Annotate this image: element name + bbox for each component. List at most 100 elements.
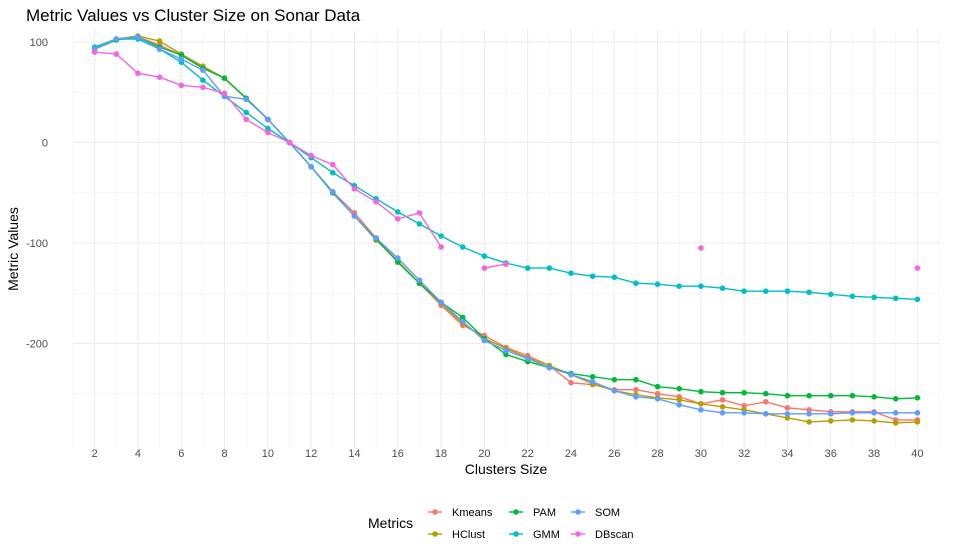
data-point-gmm xyxy=(524,265,531,271)
x-tick-label: 22 xyxy=(522,448,534,460)
data-point-som xyxy=(351,213,358,219)
data-point-kmeans xyxy=(784,405,791,411)
x-tick-label: 38 xyxy=(868,448,880,460)
data-point-som xyxy=(914,410,921,416)
x-tick-label: 8 xyxy=(221,448,227,460)
data-point-dbscan xyxy=(395,216,401,222)
data-point-hclust xyxy=(892,420,899,426)
data-point-kmeans xyxy=(806,407,812,413)
legend-item-dbscan: DBscan xyxy=(571,529,634,541)
data-point-gmm xyxy=(459,244,466,250)
data-point-kmeans xyxy=(633,386,639,393)
data-point-som xyxy=(459,318,466,325)
data-point-som xyxy=(763,411,769,417)
x-tick-label: 40 xyxy=(911,448,923,460)
data-point-som xyxy=(156,46,163,52)
x-tick-label: 36 xyxy=(825,448,837,460)
data-point-hclust xyxy=(806,419,812,425)
data-point-hclust xyxy=(676,397,682,403)
data-point-pam xyxy=(784,392,791,399)
data-point-pam xyxy=(871,394,877,400)
data-point-hclust xyxy=(914,419,921,425)
data-point-pam xyxy=(611,376,618,383)
data-point-som xyxy=(698,407,704,413)
data-point-som xyxy=(416,277,423,284)
legend-label: PAM xyxy=(533,507,556,519)
data-point-gmm xyxy=(719,285,726,292)
x-tick-label: 26 xyxy=(608,448,620,460)
y-tick-labels: -200 -100 0 100 xyxy=(26,37,48,350)
data-point-dbscan xyxy=(91,49,98,55)
data-point-som xyxy=(654,396,661,402)
data-point-pam xyxy=(178,52,185,58)
chart-title: Metric Values vs Cluster Size on Sonar D… xyxy=(26,6,361,25)
data-point-som xyxy=(481,337,488,344)
legend-key-point xyxy=(513,509,519,515)
data-point-gmm xyxy=(849,293,856,300)
x-tick-label: 30 xyxy=(695,448,707,460)
legend-title: Metrics xyxy=(368,515,413,531)
x-tick-label: 20 xyxy=(478,448,490,460)
data-point-pam xyxy=(654,383,661,390)
data-point-som xyxy=(719,410,726,416)
data-point-gmm xyxy=(676,283,682,290)
data-point-gmm xyxy=(654,281,661,288)
data-point-dbscan xyxy=(698,245,704,251)
data-point-dbscan xyxy=(308,152,314,159)
legend-label: Kmeans xyxy=(452,507,493,519)
x-axis-title: Clusters Size xyxy=(465,461,548,477)
data-point-gmm xyxy=(633,280,639,287)
data-point-gmm xyxy=(698,283,704,290)
data-point-dbscan xyxy=(416,210,423,216)
data-point-kmeans xyxy=(719,397,726,403)
data-point-dbscan xyxy=(503,261,509,267)
legend-key-point xyxy=(513,531,519,537)
data-point-gmm xyxy=(741,288,747,295)
data-point-dbscan xyxy=(438,244,444,250)
legend-label: GMM xyxy=(533,529,560,541)
data-point-som xyxy=(178,56,185,62)
data-point-gmm xyxy=(330,169,336,176)
data-point-pam xyxy=(741,389,747,396)
data-point-som xyxy=(611,387,618,394)
data-point-som xyxy=(741,410,747,416)
data-point-dbscan xyxy=(286,139,293,146)
data-point-som xyxy=(200,67,206,73)
data-point-som xyxy=(243,96,249,103)
x-tick-label: 24 xyxy=(565,448,577,460)
x-tick-label: 28 xyxy=(651,448,663,460)
legend-key-point xyxy=(575,509,581,515)
data-point-gmm xyxy=(784,288,791,295)
y-tick-label: -100 xyxy=(26,238,48,250)
x-tick-labels: 2 4 6 8 10 12 14 16 18 20 22 24 26 28 30 32 34 36 38 40 xyxy=(92,448,924,460)
data-point-gmm xyxy=(395,209,401,215)
data-point-gmm xyxy=(416,221,423,227)
data-point-som xyxy=(395,255,401,261)
legend-item-som: SOM xyxy=(571,507,620,519)
x-tick-label: 16 xyxy=(392,448,404,460)
x-tick-label: 34 xyxy=(781,448,793,460)
data-point-som xyxy=(871,410,877,416)
data-point-dbscan xyxy=(481,265,488,271)
data-point-pam xyxy=(828,392,834,399)
x-tick-label: 12 xyxy=(305,448,317,460)
y-tick-label: -200 xyxy=(26,338,48,350)
data-point-gmm xyxy=(828,291,834,298)
x-tick-label: 4 xyxy=(135,448,141,460)
data-point-hclust xyxy=(849,417,856,423)
data-point-som xyxy=(438,299,444,306)
data-point-hclust xyxy=(828,418,834,424)
legend-label: SOM xyxy=(595,507,620,519)
x-tick-label: 2 xyxy=(92,448,98,460)
data-point-pam xyxy=(849,392,856,399)
data-point-kmeans xyxy=(763,399,769,405)
y-axis-title: Metric Values xyxy=(5,207,21,291)
data-point-kmeans xyxy=(568,379,574,386)
data-point-som xyxy=(113,36,120,42)
data-point-gmm xyxy=(200,77,206,83)
data-point-gmm xyxy=(892,295,899,302)
data-point-som xyxy=(503,347,509,354)
data-point-pam xyxy=(892,396,899,402)
x-tick-label: 14 xyxy=(348,448,360,460)
data-point-som xyxy=(568,371,574,378)
